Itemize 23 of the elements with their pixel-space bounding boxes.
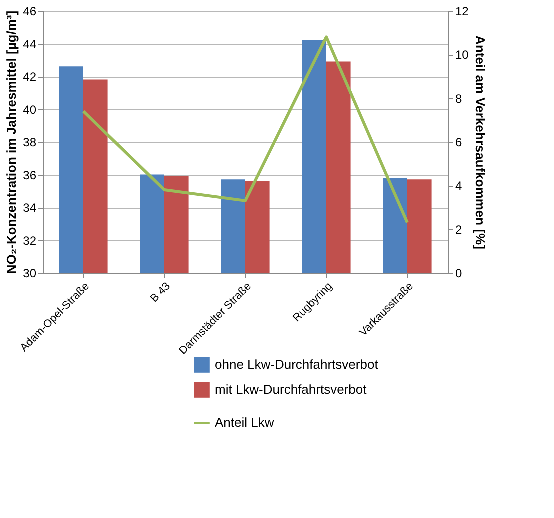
y-tick-label: 40 [23, 102, 37, 117]
y-tick-label: 38 [23, 136, 37, 150]
y2-tick-label: 12 [456, 4, 470, 18]
legend-label: ohne Lkw-Durchfahrtsverbot [215, 357, 379, 372]
y2-tick-label: 10 [456, 48, 470, 62]
y-tick-label: 30 [23, 266, 37, 280]
legend-label: Anteil Lkw [215, 415, 275, 430]
y-axis-title: NO₂-Konzentration im Jahresmittel [µg/m³] [4, 10, 20, 274]
y2-tick-label: 6 [456, 136, 462, 150]
y-tick-label: 42 [23, 70, 37, 84]
y2-tick-label: 4 [456, 179, 462, 194]
line-series [82, 36, 409, 224]
y-tick-label: 32 [23, 234, 37, 248]
y-tick-label: 46 [23, 4, 37, 18]
y-tick-label: 36 [23, 168, 37, 182]
y-tick-label: 34 [23, 201, 37, 215]
y2-tick-label: 8 [456, 92, 462, 106]
legend-label: mit Lkw-Durchfahrtsverbot [215, 382, 368, 397]
x-tick-label: B 43 [148, 280, 173, 305]
y2-tick-label: 2 [456, 222, 462, 237]
y2-tick-label: 0 [456, 266, 462, 280]
y2-axis-title: Anteil am Verkehrsaufkommen [%] [472, 36, 488, 250]
y-tick-label: 44 [23, 37, 37, 52]
